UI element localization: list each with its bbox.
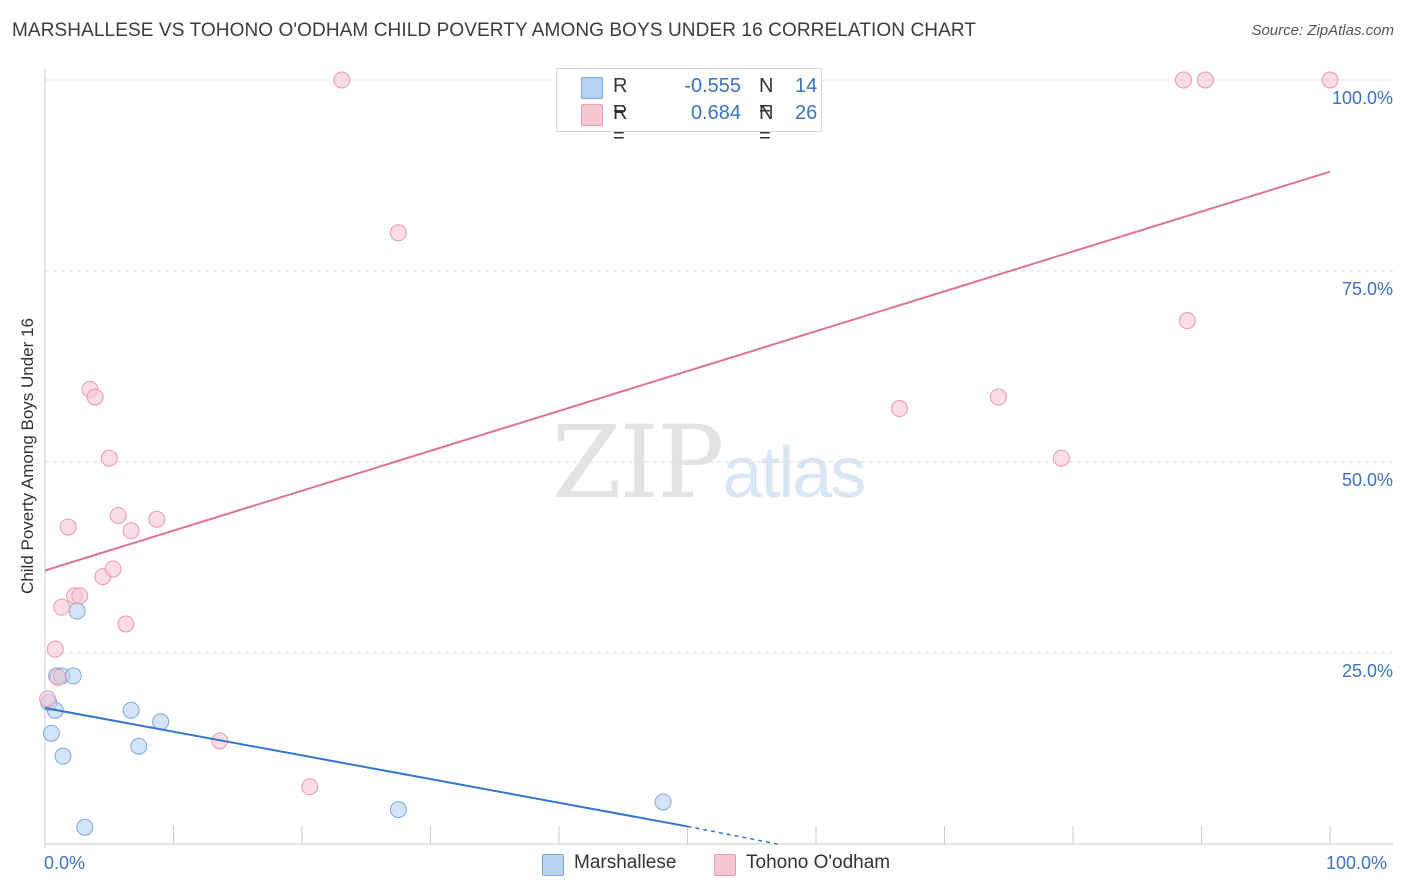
legend-swatch-tohono xyxy=(581,104,603,126)
tohono-point xyxy=(301,778,319,796)
marshallese-trend-extension xyxy=(687,825,778,845)
tohono-point xyxy=(389,224,407,242)
marshallese-point xyxy=(42,724,60,742)
tohono-point xyxy=(1178,312,1196,330)
tohono-point xyxy=(117,615,135,633)
bottom-legend-swatch-tohono xyxy=(714,854,736,876)
data-points xyxy=(39,71,1339,836)
tohono-point xyxy=(49,668,67,686)
bottom-legend-swatch-marshallese xyxy=(542,854,564,876)
bottom-legend-label-tohono: Tohono O'odham xyxy=(746,852,891,873)
trend-lines xyxy=(44,170,1331,845)
tohono-point xyxy=(109,506,127,524)
source-label: Source: ZipAtlas.com xyxy=(1251,22,1394,39)
legend-n-label: N = xyxy=(759,102,774,147)
tohono-point xyxy=(100,449,118,467)
y-tick-label: 50.0% xyxy=(1342,470,1393,490)
legend-swatch-marshallese xyxy=(581,77,603,99)
legend-r-label: R = xyxy=(613,75,628,120)
marshallese-point xyxy=(122,701,140,719)
tohono-point xyxy=(1175,71,1193,89)
tohono-point xyxy=(53,598,71,616)
x-tick-label-max: 100.0% xyxy=(1326,853,1388,873)
axes xyxy=(44,68,1393,848)
marshallese-point xyxy=(54,747,72,765)
tohono-trend-line xyxy=(44,170,1331,572)
tohono-point xyxy=(46,640,64,658)
tohono-point xyxy=(122,522,140,540)
y-tick-label: 100.0% xyxy=(1332,88,1393,108)
tohono-point xyxy=(39,690,57,708)
tohono-point xyxy=(148,510,166,528)
marshallese-point xyxy=(76,818,94,836)
tohono-point xyxy=(59,518,77,536)
correlation-legend: R = -0.555 N = 14 R = 0.684 N = 26 xyxy=(556,68,822,147)
tohono-point xyxy=(989,388,1007,406)
grid-lines xyxy=(45,79,1393,654)
legend-n-value: 26 xyxy=(795,102,818,124)
tohono-point xyxy=(71,587,89,605)
chart-title: MARSHALLESE VS TOHONO O'ODHAM CHILD POVE… xyxy=(12,20,977,41)
marshallese-point xyxy=(654,793,672,811)
y-tick-label: 75.0% xyxy=(1342,279,1393,299)
marshallese-point xyxy=(389,801,407,819)
marshallese-point xyxy=(130,737,148,755)
tohono-point xyxy=(1052,449,1070,467)
watermark-atlas: atlas xyxy=(722,433,866,513)
legend-r-value: -0.555 xyxy=(684,75,741,97)
bottom-legend-label-marshallese: Marshallese xyxy=(574,852,677,873)
tohono-point xyxy=(1196,71,1214,89)
legend-n-label: N = xyxy=(759,75,774,120)
tohono-point xyxy=(891,400,909,418)
tohono-point xyxy=(104,560,122,578)
y-tick-labels: 25.0% 50.0% 75.0% 100.0% xyxy=(1332,88,1393,681)
watermark: ZIPatlas xyxy=(552,404,866,521)
x-tick-label-min: 0.0% xyxy=(44,853,86,873)
y-tick-label: 25.0% xyxy=(1342,661,1393,681)
tohono-point xyxy=(1321,71,1339,89)
legend-r-value: 0.684 xyxy=(690,102,741,124)
marshallese-point xyxy=(68,602,86,620)
tohono-point xyxy=(86,388,104,406)
legend-n-value: 14 xyxy=(795,75,818,97)
tohono-point xyxy=(333,71,351,89)
marshallese-trend-line xyxy=(44,707,688,828)
marshallese-point xyxy=(64,667,82,685)
legend-r-label: R = xyxy=(613,102,628,147)
